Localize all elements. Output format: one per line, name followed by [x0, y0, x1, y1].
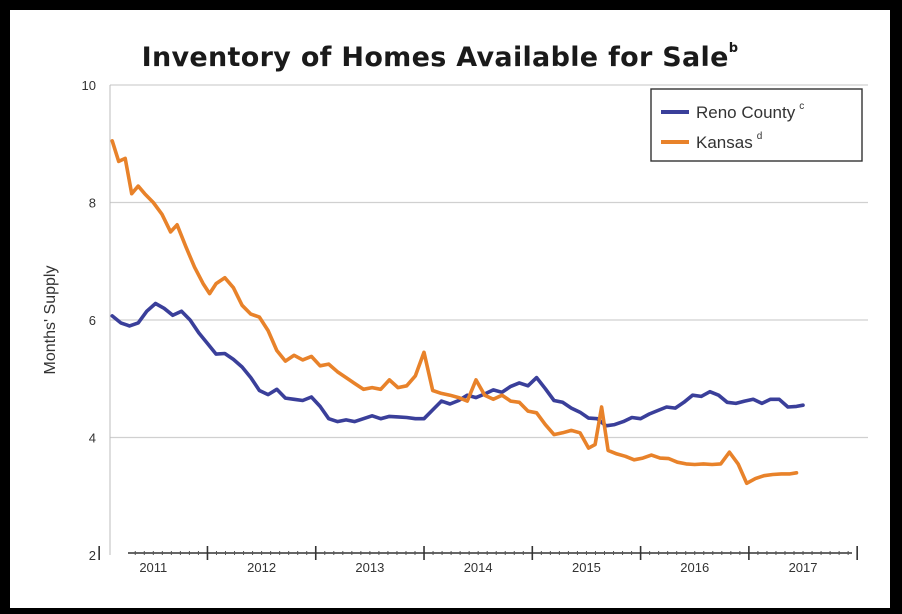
series-lines — [110, 139, 805, 486]
x-axis: 2011 2012 2013 2014 2015 2016 2017 — [98, 546, 858, 575]
series-line-kansas — [110, 139, 799, 486]
y-tick-label-6: 6 — [89, 313, 96, 328]
legend: Reno County c Kansas d — [650, 88, 863, 162]
y-axis-label: Months' Supply — [42, 266, 59, 375]
y-tick-label-8: 8 — [89, 196, 96, 211]
chart-title: Inventory of Homes Available for Saleb — [90, 41, 790, 73]
x-tick-label-2016: 2016 — [680, 560, 709, 575]
x-tick-label-2013: 2013 — [355, 560, 384, 575]
gridlines — [109, 84, 868, 555]
x-tick-label-2017: 2017 — [789, 560, 818, 575]
x-tick-label-2014: 2014 — [464, 560, 493, 575]
x-tick-label-2015: 2015 — [572, 560, 601, 575]
legend-box — [650, 88, 863, 162]
y-tick-label-10: 10 — [82, 78, 96, 93]
y-tick-label-2: 2 — [89, 548, 96, 563]
legend-superscript-kansas: d — [757, 131, 763, 142]
x-tick-label-2012: 2012 — [247, 560, 276, 575]
chart-title-superscript: b — [728, 41, 739, 56]
y-tick-labels: 2 4 6 8 10 — [82, 78, 96, 563]
legend-superscript-reno-county: c — [799, 101, 804, 112]
legend-label-reno-county: Reno County — [696, 103, 796, 122]
series-line-reno-county — [110, 301, 805, 428]
chart-title-text: Inventory of Homes Available for Sale — [141, 42, 729, 73]
y-tick-label-4: 4 — [89, 431, 96, 446]
legend-label-kansas: Kansas — [696, 133, 753, 152]
x-tick-label-2011: 2011 — [139, 560, 167, 575]
